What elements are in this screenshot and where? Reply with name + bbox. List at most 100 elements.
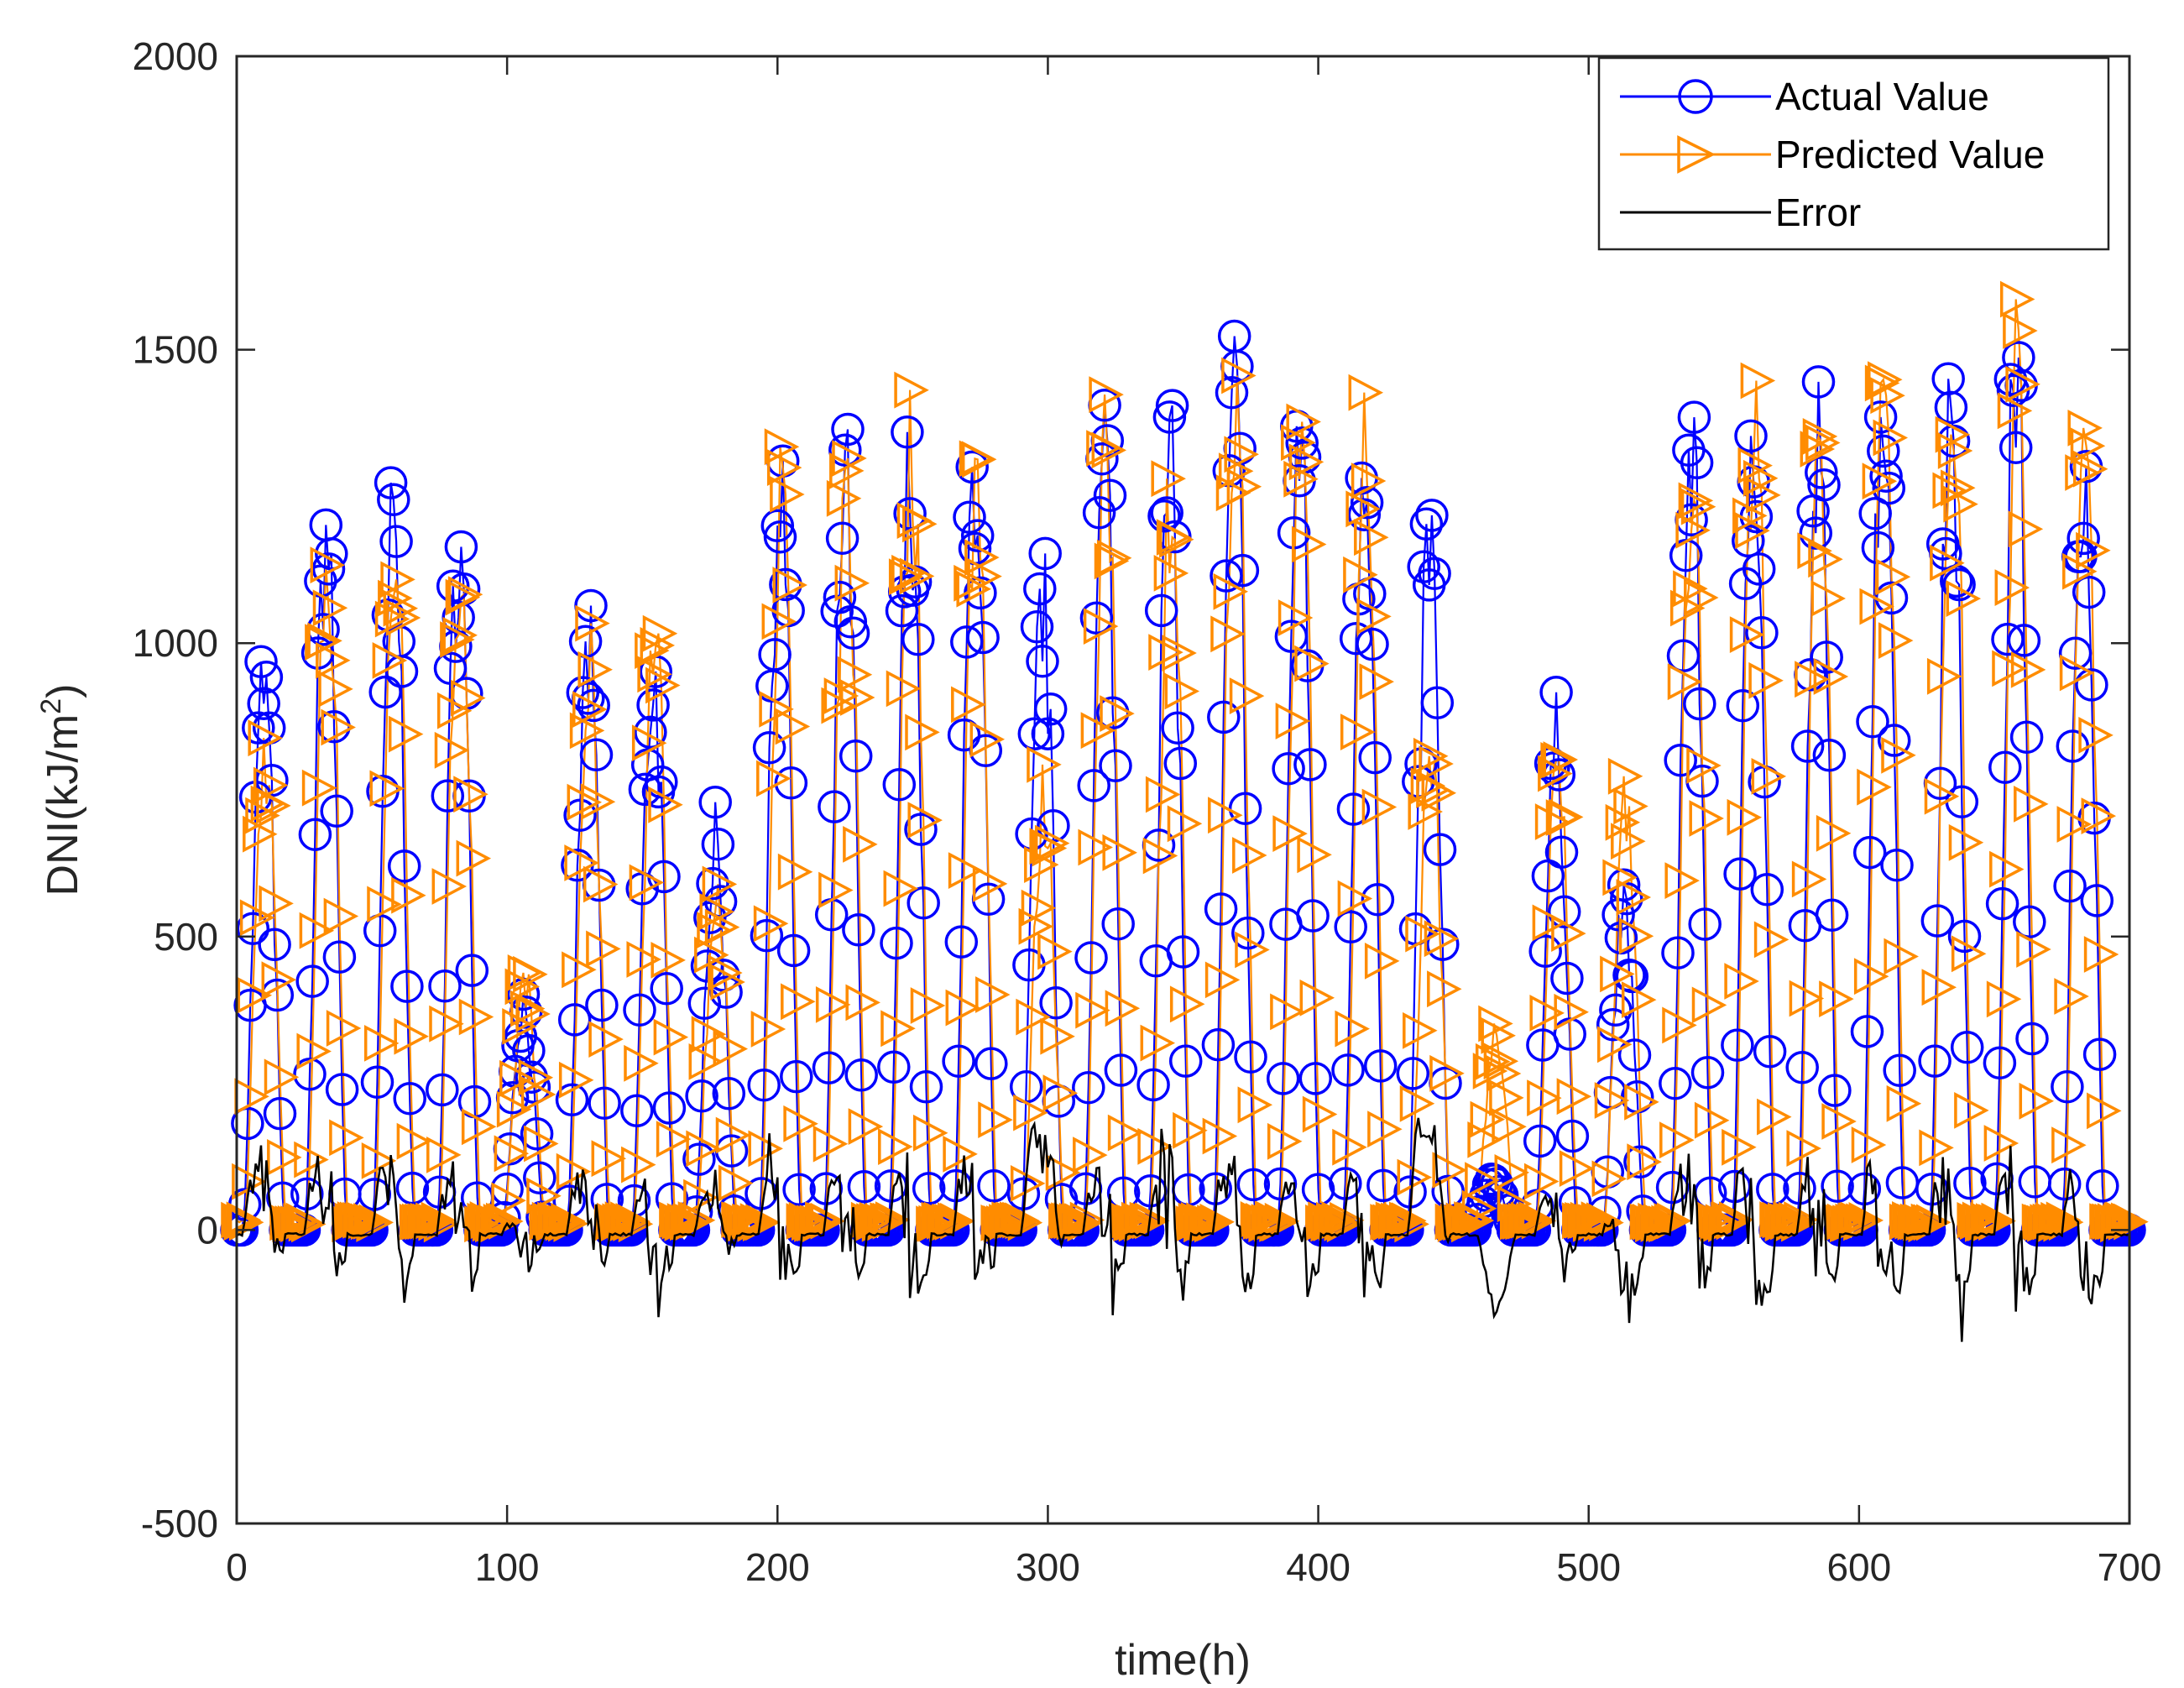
predicted-value-point <box>494 1135 530 1173</box>
predicted-value-point <box>978 1101 1013 1139</box>
actual-value-point <box>1753 1034 1787 1069</box>
predicted-value-point <box>1618 917 1654 955</box>
actual-value-point <box>1228 792 1262 825</box>
predicted-value-point <box>296 1032 332 1070</box>
predicted-value-point <box>624 1044 659 1082</box>
actual-value-point <box>2053 869 2087 903</box>
predicted-value-point <box>680 1201 716 1239</box>
predicted-value-point <box>815 985 851 1023</box>
predicted-value-point <box>821 687 856 724</box>
actual-value-point <box>1801 365 1836 399</box>
predicted-value-point <box>756 760 792 797</box>
predicted-value-point <box>699 893 734 931</box>
predicted-value-point <box>1364 942 1400 980</box>
predicted-value-point <box>975 976 1011 1013</box>
predicted-value-point <box>1596 1026 1633 1063</box>
predicted-value-point <box>1954 1091 1989 1129</box>
predicted-value-point <box>1470 1100 1506 1138</box>
actual-value-point <box>1215 375 1249 410</box>
actual-value-point <box>944 925 979 959</box>
predicted-value-point <box>910 987 946 1024</box>
predicted-value-point <box>1919 1129 1954 1167</box>
predicted-value-point <box>1151 460 1186 498</box>
predicted-value-point <box>239 899 275 937</box>
actual-value-point <box>1136 1068 1170 1102</box>
predicted-value-point <box>1611 823 1646 860</box>
actual-value-point <box>634 715 667 750</box>
predicted-value-point <box>1481 1016 1516 1054</box>
predicted-value-point <box>718 1164 754 1202</box>
actual-value-point <box>752 731 786 765</box>
actual-value-point <box>1207 700 1241 734</box>
predicted-value-point <box>1673 570 1708 608</box>
predicted-value-point <box>1399 1084 1435 1122</box>
predicted-value-point <box>556 1152 592 1190</box>
predicted-value-point <box>509 990 546 1027</box>
predicted-value-point <box>1494 1153 1530 1191</box>
predicted-value-point <box>1881 736 1916 774</box>
actual-value-point <box>431 779 465 813</box>
actual-value-point <box>1225 553 1260 588</box>
predicted-value-point <box>783 1105 818 1142</box>
predicted-value-point <box>1105 990 1141 1027</box>
actual-value-point <box>1918 1044 1951 1078</box>
actual-value-point <box>1347 498 1382 531</box>
predicted-value-point <box>1729 616 1765 654</box>
legend-predicted-triangle-icon <box>1677 135 1716 174</box>
actual-value-point <box>242 711 275 745</box>
actual-value-point <box>1266 1062 1300 1095</box>
predicted-value-point <box>621 1146 656 1184</box>
predicted-value-point <box>312 589 348 627</box>
predicted-value-point <box>1737 447 1773 484</box>
predicted-value-point <box>1686 747 1722 784</box>
actual-value-point <box>1539 676 1573 709</box>
predicted-value-point <box>2008 510 2044 548</box>
actual-value-point <box>295 964 329 998</box>
actual-value-point <box>652 1091 687 1125</box>
y-tick-label: 1500 <box>133 328 218 372</box>
predicted-value-point <box>426 1136 462 1173</box>
predicted-value-point <box>1021 889 1057 927</box>
predicted-value-point <box>385 599 421 636</box>
actual-value-point <box>1204 892 1238 926</box>
predicted-value-point <box>383 589 419 627</box>
predicted-value-point <box>1045 1153 1081 1191</box>
predicted-value-point <box>2072 450 2108 488</box>
y-tick-label: 1000 <box>133 621 218 665</box>
actual-value-point <box>2082 1037 2117 1071</box>
actual-value-point <box>1079 601 1114 635</box>
predicted-value-point <box>1492 1108 1527 1146</box>
actual-value-point <box>750 918 784 953</box>
predicted-value-point <box>2081 797 2117 835</box>
predicted-value-point <box>451 679 486 717</box>
predicted-value-point <box>629 864 665 901</box>
actual-value-point <box>1805 456 1838 489</box>
actual-value-point <box>1017 717 1052 751</box>
predicted-value-point <box>1613 787 1648 825</box>
predicted-value-point <box>1786 1130 1821 1168</box>
predicted-value-point <box>1994 569 2030 607</box>
actual-value-point <box>904 813 938 846</box>
predicted-value-point <box>956 570 991 608</box>
actual-value-point <box>520 1116 554 1151</box>
predicted-value-point <box>496 1090 532 1128</box>
predicted-value-point <box>1140 1024 1176 1062</box>
actual-value-point <box>1298 1062 1333 1095</box>
actual-value-point <box>1790 729 1825 763</box>
predicted-value-point <box>1538 755 1573 792</box>
predicted-value-point <box>1345 490 1381 528</box>
predicted-value-point <box>1989 850 2025 888</box>
actual-value-point <box>1147 499 1181 533</box>
predicted-value-point <box>2087 1092 2122 1130</box>
actual-value-point <box>1099 749 1132 783</box>
predicted-value-point <box>1667 663 1703 701</box>
predicted-value-point <box>1142 837 1178 875</box>
predicted-value-point <box>1751 757 1787 795</box>
actual-value-point <box>955 450 989 484</box>
predicted-value-point <box>1870 377 1905 415</box>
predicted-value-point <box>1302 1095 1338 1133</box>
actual-value-point <box>263 1096 297 1131</box>
actual-value-point <box>1093 478 1127 512</box>
predicted-value-point <box>569 712 605 750</box>
actual-value-point <box>947 718 981 752</box>
